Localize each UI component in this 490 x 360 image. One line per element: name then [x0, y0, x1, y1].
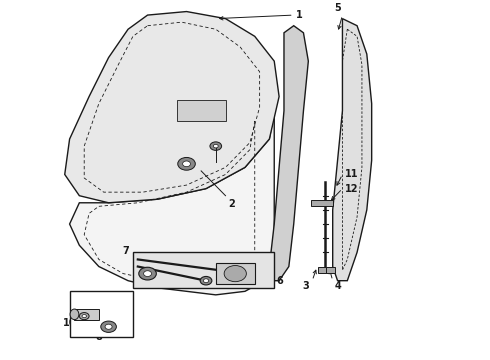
- Circle shape: [200, 276, 212, 285]
- Circle shape: [183, 161, 191, 167]
- Text: 7: 7: [122, 246, 129, 256]
- Bar: [74, 309, 99, 320]
- Ellipse shape: [70, 309, 79, 320]
- Circle shape: [105, 324, 112, 329]
- Polygon shape: [333, 19, 372, 281]
- Bar: [311, 200, 333, 206]
- Circle shape: [101, 321, 116, 332]
- Circle shape: [144, 271, 151, 276]
- Circle shape: [224, 266, 246, 282]
- Bar: [318, 266, 326, 273]
- Circle shape: [139, 267, 156, 280]
- Circle shape: [213, 144, 218, 148]
- Text: 4: 4: [335, 281, 342, 291]
- Text: 10: 10: [63, 318, 77, 328]
- Bar: [133, 252, 274, 288]
- Text: 11: 11: [345, 170, 358, 179]
- Polygon shape: [65, 12, 279, 203]
- Text: 9: 9: [118, 325, 125, 335]
- Circle shape: [210, 142, 221, 150]
- Bar: [177, 100, 225, 121]
- Text: 2: 2: [228, 199, 235, 209]
- Text: 12: 12: [345, 184, 358, 194]
- Text: 3: 3: [302, 281, 309, 291]
- Polygon shape: [70, 111, 274, 295]
- Circle shape: [178, 157, 196, 170]
- Text: 8: 8: [96, 332, 102, 342]
- Text: 1: 1: [296, 10, 303, 20]
- Circle shape: [203, 279, 209, 283]
- Circle shape: [79, 312, 89, 320]
- Bar: [70, 291, 133, 337]
- Text: 6: 6: [277, 276, 283, 286]
- Circle shape: [82, 315, 86, 318]
- Bar: [216, 263, 255, 284]
- Text: 5: 5: [334, 3, 341, 13]
- Polygon shape: [270, 26, 308, 281]
- Bar: [326, 266, 335, 273]
